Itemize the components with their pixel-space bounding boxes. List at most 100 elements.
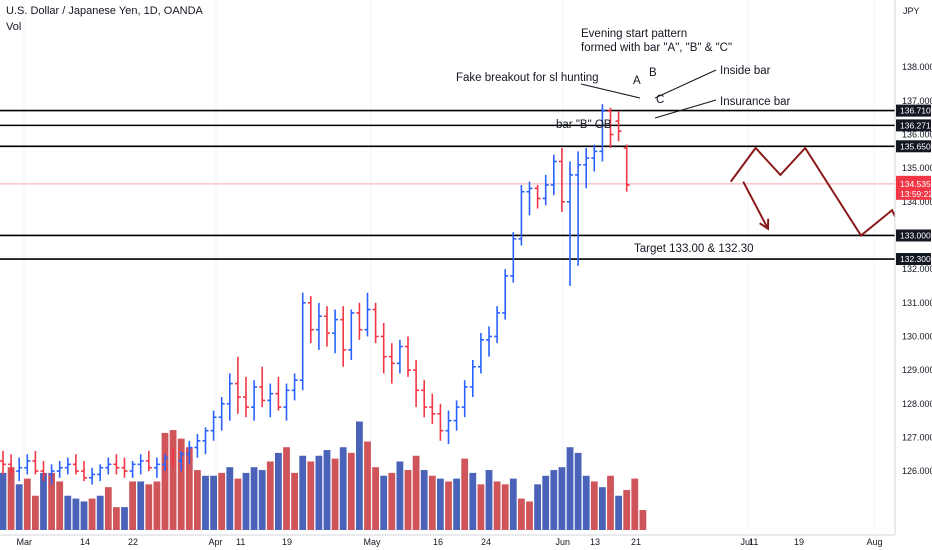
- time-tick: 24: [481, 537, 491, 547]
- volume-bar: [396, 461, 404, 530]
- volume-bar: [32, 495, 39, 530]
- horizontal-levels[interactable]: [0, 109, 895, 260]
- volume-bar: [356, 421, 363, 530]
- callout-line: [580, 83, 641, 99]
- level-price-label[interactable]: [896, 104, 931, 117]
- price-tick: 137.000: [902, 96, 932, 106]
- level-price-label[interactable]: [896, 119, 931, 132]
- time-tick: Jul: [741, 537, 753, 547]
- volume-bar: [315, 455, 323, 530]
- volume-bar: [501, 484, 509, 530]
- volume-bar: [145, 484, 153, 530]
- ob-annotation: bar "B" OB: [556, 119, 612, 131]
- target-annotation: Target 133.00 & 132.30: [634, 243, 754, 255]
- chart-title: U.S. Dollar / Japanese Yen, 1D, OANDA: [6, 5, 204, 17]
- volume-bar: [437, 478, 444, 530]
- time-tick: 14: [80, 537, 90, 547]
- time-tick: 11: [749, 537, 758, 547]
- time-tick: 19: [794, 537, 804, 547]
- level-price-label[interactable]: [896, 140, 931, 153]
- volume-bar: [153, 481, 161, 530]
- bar-label-c: C: [656, 94, 664, 106]
- volume-bar: [582, 475, 590, 530]
- time-tick: 22: [128, 537, 138, 547]
- level-price-label[interactable]: [896, 253, 931, 266]
- volume-bar: [485, 470, 493, 530]
- volume-bar: [599, 487, 606, 530]
- volume-bar: [550, 470, 558, 530]
- volume-bar: [388, 472, 396, 530]
- volume-bar: [161, 432, 169, 530]
- volume-bar: [469, 472, 477, 530]
- time-tick: Aug: [867, 537, 883, 547]
- volume-bar: [226, 467, 234, 530]
- level-price-label[interactable]: [896, 229, 931, 242]
- volume-bar: [0, 472, 7, 530]
- level-price-text: 135.650: [900, 141, 931, 151]
- countdown-timer: 13:59:22: [900, 189, 932, 199]
- price-tick: 136.000: [902, 130, 932, 140]
- volume-bar: [88, 498, 96, 530]
- volume-bar: [453, 478, 460, 530]
- volume-bar: [56, 481, 64, 530]
- volume-bar: [526, 501, 533, 530]
- time-tick: 11: [236, 537, 245, 547]
- projection-arrow-head: [759, 218, 770, 231]
- level-price-text: 136.710: [900, 106, 931, 116]
- currency-label: JPY: [903, 6, 920, 16]
- time-tick: Jun: [556, 537, 571, 547]
- volume-bar: [639, 510, 647, 530]
- volume-bar: [307, 461, 315, 530]
- time-tick: 19: [282, 537, 292, 547]
- volume-bar: [493, 481, 501, 530]
- volume-bar: [194, 470, 201, 530]
- volume-bar: [80, 501, 88, 530]
- volume-bar: [445, 481, 452, 530]
- annotations[interactable]: Evening start pattern formed with bar "A"…: [456, 28, 790, 255]
- volume-bar: [428, 475, 436, 530]
- volume-bar: [477, 484, 485, 530]
- volume-bar: [364, 441, 371, 530]
- volume-bar: [380, 475, 388, 530]
- volume-bar: [412, 455, 420, 530]
- price-axis-background: [895, 0, 932, 550]
- volume-bar: [40, 472, 47, 530]
- volume-bar: [48, 472, 55, 530]
- volume-bar: [113, 507, 120, 530]
- volume-bar: [234, 478, 242, 530]
- volume-bar: [534, 484, 541, 530]
- time-tick: Mar: [17, 537, 33, 547]
- volume-bar: [347, 452, 355, 530]
- volume-bar: [137, 481, 145, 530]
- price-axis[interactable]: 138.000 137.000 136.000 135.000 134.000 132.0…: [894, 0, 932, 550]
- volume-bar: [590, 481, 598, 530]
- volume-bar: [299, 455, 307, 530]
- price-tick: 126.000: [902, 466, 932, 476]
- current-price-label[interactable]: [896, 175, 931, 200]
- volume-bar: [72, 498, 80, 530]
- projection-arrow-short[interactable]: [742, 181, 769, 230]
- inside-bar-annotation: Inside bar: [720, 65, 771, 77]
- volume-bar: [574, 452, 582, 530]
- volume-bar: [15, 484, 23, 530]
- volume-bar: [169, 430, 177, 530]
- time-tick: 21: [631, 537, 641, 547]
- volume-bar: [129, 481, 136, 530]
- volume-bar: [177, 438, 185, 530]
- volume-bar: [283, 447, 290, 530]
- fake-breakout-annotation: Fake breakout for sl hunting: [456, 72, 599, 84]
- volume-bar: [623, 490, 631, 530]
- volume-bar: [615, 495, 622, 530]
- bar-label-b: B: [649, 67, 657, 79]
- volume-bar: [104, 487, 112, 530]
- level-price-text: 136.271: [900, 120, 931, 130]
- projection-arrow-long[interactable]: [729, 146, 918, 260]
- volume-bar: [218, 472, 226, 530]
- volume-bar: [23, 478, 31, 530]
- volume-bars: [0, 421, 647, 530]
- callout-line: [654, 69, 717, 99]
- volume-bar: [258, 470, 266, 530]
